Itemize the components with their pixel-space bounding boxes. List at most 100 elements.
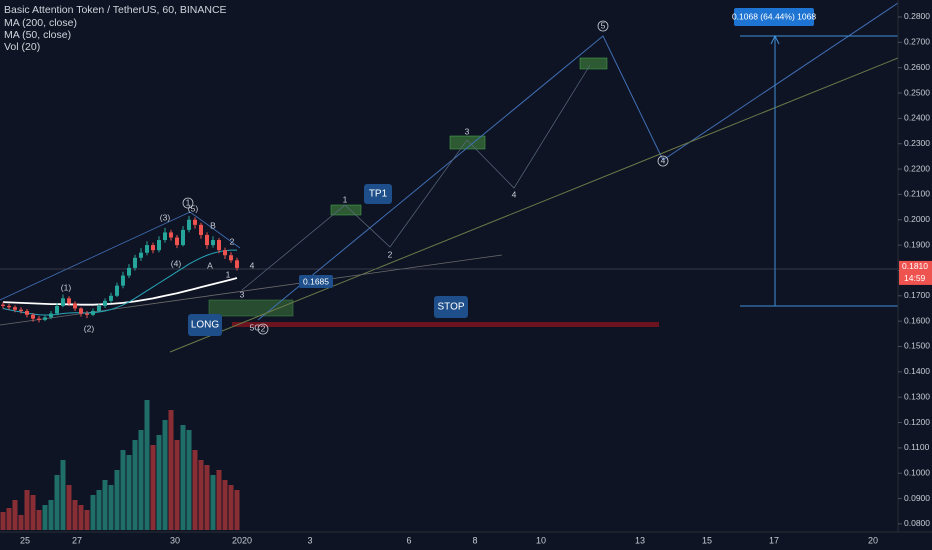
price-tick-label: 0.1300 bbox=[904, 391, 930, 401]
measure-label: 0.1068 (64.44%) 1068 bbox=[732, 11, 816, 21]
time-label: 6 bbox=[406, 535, 411, 545]
candle-body bbox=[103, 300, 107, 306]
time-label: 8 bbox=[472, 535, 477, 545]
wave-label: (5) bbox=[188, 203, 199, 213]
candle-body bbox=[139, 252, 143, 258]
candle-body bbox=[211, 240, 215, 246]
candle-body bbox=[115, 285, 119, 296]
candle-body bbox=[25, 311, 29, 315]
candle-body bbox=[193, 219, 197, 225]
candle-body bbox=[223, 250, 227, 256]
trend-line bbox=[169, 57, 899, 353]
volume-bar bbox=[18, 515, 24, 530]
symbol-title: Basic Attention Token / TetherUS, 60, BI… bbox=[4, 4, 227, 16]
stop-box bbox=[434, 296, 468, 318]
wave-circle bbox=[597, 20, 609, 32]
candle-body bbox=[235, 260, 239, 268]
time-label: 3 bbox=[307, 535, 312, 545]
tp1-box bbox=[364, 184, 392, 204]
price-tick-label: 0.1900 bbox=[904, 239, 930, 249]
wave-label: 2 bbox=[388, 249, 393, 259]
candle-body bbox=[97, 305, 101, 312]
long-zone bbox=[208, 299, 294, 317]
price-tick-label: 0.2000 bbox=[904, 214, 930, 224]
countdown: 14:59 bbox=[904, 273, 926, 283]
candle-body bbox=[175, 237, 179, 246]
volume-bar bbox=[66, 485, 72, 530]
candle-body bbox=[73, 303, 77, 309]
candle-body bbox=[85, 313, 89, 315]
time-label: 13 bbox=[635, 535, 645, 545]
time-label: 17 bbox=[769, 535, 779, 545]
candle-body bbox=[7, 305, 11, 308]
wave-label: 5 bbox=[601, 20, 606, 30]
volume-bar bbox=[156, 435, 162, 530]
wave-label: 3 bbox=[465, 126, 470, 136]
volume-bar bbox=[204, 465, 210, 530]
wave-label: 3 bbox=[240, 289, 245, 299]
volume-bar bbox=[132, 440, 138, 530]
candle-body bbox=[157, 240, 161, 251]
tp1-label: TP1 bbox=[369, 189, 388, 200]
candle-body bbox=[187, 219, 191, 230]
volume-bar bbox=[114, 470, 120, 530]
price-tick-label: 0.1400 bbox=[904, 366, 930, 376]
candle-body bbox=[121, 275, 125, 286]
volume-bar bbox=[30, 495, 36, 530]
time-label: 20 bbox=[868, 535, 878, 545]
candle-body bbox=[55, 305, 59, 314]
candle-body bbox=[151, 245, 155, 251]
wave-label: (2) bbox=[84, 323, 95, 333]
target-zone bbox=[449, 135, 486, 150]
projection-line bbox=[662, 2, 899, 161]
wave-label: (3) bbox=[160, 212, 171, 222]
entry-box bbox=[299, 275, 333, 288]
price-tick-label: 0.0800 bbox=[904, 518, 930, 528]
volume-bar bbox=[102, 480, 108, 530]
volume-bar bbox=[90, 495, 96, 530]
time-label: 25 bbox=[20, 535, 30, 545]
wave-label: (4) bbox=[171, 258, 182, 268]
volume-bar bbox=[72, 500, 78, 530]
price-tick-label: 0.2400 bbox=[904, 113, 930, 123]
candle-body bbox=[163, 232, 167, 241]
candle-body bbox=[19, 309, 23, 312]
price-tick-label: 0.0900 bbox=[904, 493, 930, 503]
price-tick-label: 0.2300 bbox=[904, 138, 930, 148]
price-tick-label: 0.1500 bbox=[904, 341, 930, 351]
measure-label-box bbox=[734, 8, 814, 26]
volume-bar bbox=[0, 512, 6, 530]
candle-body bbox=[133, 257, 137, 268]
volume-bar bbox=[84, 510, 90, 530]
trend-line bbox=[0, 211, 191, 301]
price-tick-label: 0.2500 bbox=[904, 87, 930, 97]
wave-path bbox=[241, 64, 591, 291]
current-price-label: 0.1810 bbox=[902, 261, 928, 271]
entry-label: 0.1685 bbox=[303, 276, 329, 286]
wave-label: 1 bbox=[343, 194, 348, 204]
candle-body bbox=[169, 232, 173, 238]
volume-bar bbox=[78, 505, 84, 530]
wave-label: 5C bbox=[250, 322, 261, 332]
wave-label: (1) bbox=[61, 282, 72, 292]
candle-body bbox=[37, 318, 41, 320]
volume-bar bbox=[168, 410, 174, 530]
price-tick-label: 0.1100 bbox=[904, 442, 930, 452]
volume-bar bbox=[36, 510, 42, 530]
candle-body bbox=[79, 308, 83, 314]
candle-body bbox=[13, 307, 17, 310]
volume-bar bbox=[42, 505, 48, 530]
volume-bar bbox=[198, 460, 204, 530]
volume-bar bbox=[228, 485, 234, 530]
wave-label: 4 bbox=[661, 155, 666, 165]
moving-average bbox=[2, 277, 238, 306]
candle-body bbox=[67, 298, 71, 304]
volume-bar bbox=[6, 508, 12, 530]
volume-bar bbox=[96, 490, 102, 530]
volume-bar bbox=[120, 450, 126, 530]
candle-body bbox=[91, 311, 95, 315]
wave-circle bbox=[182, 197, 194, 209]
price-tick-label: 0.2100 bbox=[904, 189, 930, 199]
volume-bar bbox=[174, 440, 180, 530]
candle-body bbox=[109, 295, 113, 301]
